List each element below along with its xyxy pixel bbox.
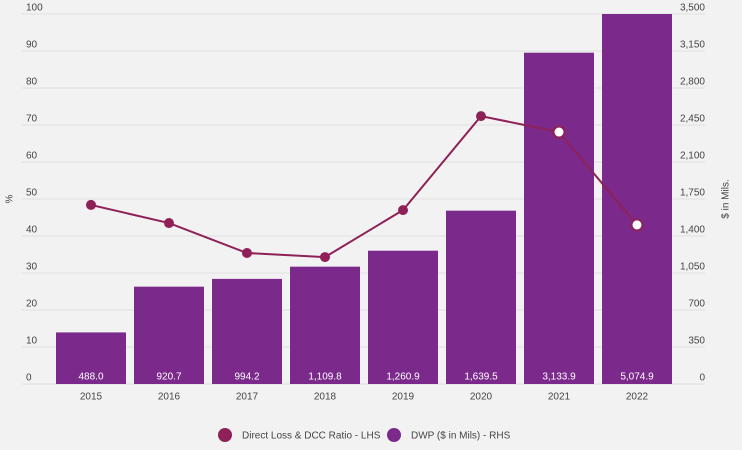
line-point xyxy=(242,248,252,259)
y-axis-label: % xyxy=(5,194,16,203)
bar-value-label: 5,074.9 xyxy=(620,372,654,383)
x-tick-label: 2017 xyxy=(236,392,259,403)
line-point xyxy=(164,218,174,229)
bar xyxy=(290,266,360,384)
y-tick-label: 20 xyxy=(26,299,38,310)
bar-value-label: 1,109.8 xyxy=(308,372,342,383)
x-tick-label: 2022 xyxy=(626,392,649,403)
y2-tick-label: 2,800 xyxy=(680,77,705,88)
y-tick-label: 50 xyxy=(26,188,38,199)
x-tick-label: 2019 xyxy=(392,392,415,403)
y2-tick-label: 700 xyxy=(688,299,705,310)
y2-tick-label: 1,400 xyxy=(680,225,705,236)
x-tick-label: 2021 xyxy=(548,392,571,403)
line-point xyxy=(552,125,566,139)
bar-value-label: 994.2 xyxy=(234,372,259,383)
y2-axis-label: $ in Mils. xyxy=(721,179,732,218)
y-tick-label: 90 xyxy=(26,40,38,51)
y2-tick-label: 3,500 xyxy=(680,3,705,14)
y-tick-label: 60 xyxy=(26,151,38,162)
bar xyxy=(602,14,672,384)
legend-label: DWP ($ in Mils) - RHS xyxy=(411,431,511,442)
y2-tick-label: 2,100 xyxy=(680,151,705,162)
x-tick-label: 2015 xyxy=(80,392,103,403)
plot-area xyxy=(56,14,672,384)
y2-tick-label: 1,750 xyxy=(680,188,705,199)
y2-tick-label: 1,050 xyxy=(680,262,705,273)
y-tick-label: 100 xyxy=(26,3,43,14)
line-point xyxy=(86,199,96,210)
bar xyxy=(524,52,594,384)
line-point xyxy=(476,111,486,122)
legend-swatch xyxy=(218,428,232,442)
y-tick-label: 10 xyxy=(26,336,38,347)
line-point xyxy=(320,252,330,263)
line xyxy=(90,115,638,259)
x-tick-label: 2018 xyxy=(314,392,337,403)
bar xyxy=(134,286,204,384)
line-point xyxy=(630,218,644,232)
y-tick-label: 0 xyxy=(26,373,32,384)
line-point xyxy=(398,205,408,216)
bar xyxy=(446,210,516,384)
x-tick-label: 2016 xyxy=(158,392,181,403)
bar xyxy=(212,278,282,384)
bar-value-label: 920.7 xyxy=(156,372,181,383)
bar-value-label: 488.0 xyxy=(78,372,103,383)
legend-swatch xyxy=(387,428,401,442)
bar xyxy=(56,332,126,384)
bar-value-label: 1,639.5 xyxy=(464,372,498,383)
bar-value-label: 1,260.9 xyxy=(386,372,420,383)
bar xyxy=(368,250,438,384)
y2-tick-label: 2,450 xyxy=(680,114,705,125)
y-tick-label: 80 xyxy=(26,77,38,88)
legend-label: Direct Loss & DCC Ratio - LHS xyxy=(242,431,381,442)
y2-tick-label: 0 xyxy=(699,373,705,384)
y2-tick-label: 3,150 xyxy=(680,40,705,51)
x-tick-label: 2020 xyxy=(470,392,493,403)
y-tick-label: 30 xyxy=(26,262,38,273)
y2-tick-label: 350 xyxy=(688,336,705,347)
y-tick-label: 40 xyxy=(26,225,38,236)
y-tick-label: 70 xyxy=(26,114,38,125)
bar-value-label: 3,133.9 xyxy=(542,372,576,383)
